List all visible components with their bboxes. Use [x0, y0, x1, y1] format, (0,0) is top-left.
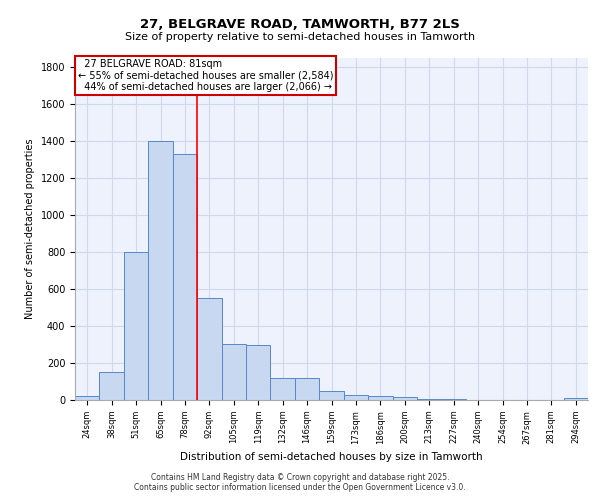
Bar [563, 398, 588, 400]
Bar [368, 396, 392, 400]
Bar [392, 397, 417, 400]
Bar [197, 298, 221, 400]
Bar [319, 390, 344, 400]
Y-axis label: Number of semi-detached properties: Number of semi-detached properties [25, 138, 35, 319]
Bar [417, 399, 442, 400]
Bar [246, 346, 271, 400]
Bar [295, 378, 319, 400]
Bar [100, 372, 124, 400]
Bar [124, 252, 148, 400]
X-axis label: Distribution of semi-detached houses by size in Tamworth: Distribution of semi-detached houses by … [180, 452, 483, 462]
Text: 27, BELGRAVE ROAD, TAMWORTH, B77 2LS: 27, BELGRAVE ROAD, TAMWORTH, B77 2LS [140, 18, 460, 30]
Bar [442, 399, 466, 400]
Bar [344, 396, 368, 400]
Text: Contains HM Land Registry data © Crown copyright and database right 2025.
Contai: Contains HM Land Registry data © Crown c… [134, 473, 466, 492]
Text: Size of property relative to semi-detached houses in Tamworth: Size of property relative to semi-detach… [125, 32, 475, 42]
Bar [221, 344, 246, 400]
Bar [173, 154, 197, 400]
Bar [75, 396, 100, 400]
Bar [271, 378, 295, 400]
Bar [148, 141, 173, 400]
Text: 27 BELGRAVE ROAD: 81sqm
← 55% of semi-detached houses are smaller (2,584)
  44% : 27 BELGRAVE ROAD: 81sqm ← 55% of semi-de… [77, 59, 333, 92]
